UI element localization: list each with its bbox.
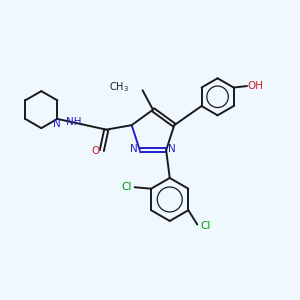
Text: N: N <box>130 144 138 154</box>
Text: NH: NH <box>66 117 82 127</box>
Text: CH$_3$: CH$_3$ <box>109 80 129 94</box>
Text: O: O <box>91 146 99 155</box>
Text: N: N <box>53 119 61 129</box>
Text: Cl: Cl <box>121 182 131 192</box>
Text: OH: OH <box>247 81 263 91</box>
Text: N: N <box>168 144 176 154</box>
Text: Cl: Cl <box>200 221 211 231</box>
